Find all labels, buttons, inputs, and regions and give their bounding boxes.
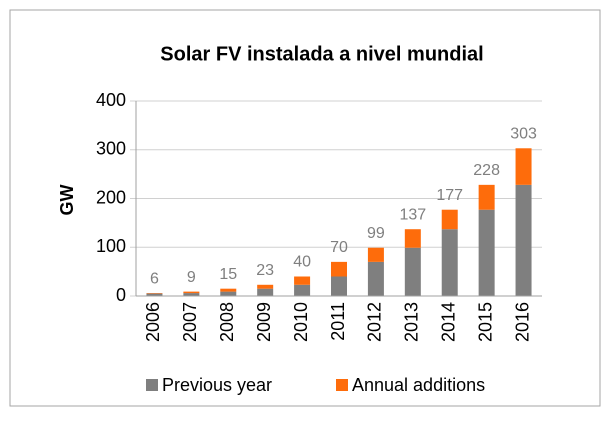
y-tick-label: 300: [96, 139, 126, 159]
bar-segment: [331, 276, 347, 296]
bar-segment: [183, 293, 200, 296]
total-label: 70: [330, 239, 348, 256]
y-axis-label: GW: [57, 184, 77, 215]
x-tick-label: 2015: [475, 302, 495, 342]
total-label: 9: [187, 269, 196, 286]
total-label: 137: [399, 206, 426, 223]
total-label: 40: [293, 254, 311, 271]
legend-swatch: [146, 379, 158, 391]
x-tick-label: 2009: [254, 302, 274, 342]
total-label: 99: [367, 225, 385, 242]
bar-segment: [404, 247, 421, 296]
total-label: 228: [473, 162, 500, 179]
total-label: 6: [150, 270, 159, 287]
total-label: 303: [510, 126, 537, 143]
bar-segment: [294, 276, 311, 285]
legend-swatch: [336, 379, 348, 391]
bar-segment: [478, 209, 495, 296]
x-tick-label: 2014: [438, 302, 458, 342]
x-tick-label: 2008: [217, 302, 237, 342]
bar-segment: [441, 209, 458, 230]
bar-segment: [367, 247, 384, 262]
total-label: 23: [256, 262, 274, 279]
legend-label: Previous year: [162, 375, 272, 395]
x-tick-label: 2016: [512, 302, 532, 342]
total-label: 15: [219, 266, 237, 283]
bar-segment: [367, 261, 384, 296]
bar-segment: [257, 284, 274, 289]
y-tick-label: 100: [96, 236, 126, 256]
x-tick-label: 2011: [328, 302, 348, 341]
x-tick-label: 2013: [402, 302, 422, 342]
x-tick-label: 2007: [180, 302, 200, 342]
bar-segment: [220, 291, 237, 296]
legend-label: Annual additions: [352, 375, 485, 395]
x-tick-label: 2010: [291, 302, 311, 342]
bar-segment: [146, 293, 163, 296]
bar-segment: [515, 148, 532, 185]
y-tick-label: 400: [96, 90, 126, 110]
total-label: 177: [436, 187, 463, 204]
y-tick-label: 200: [96, 187, 126, 207]
bar-segment: [515, 184, 532, 296]
y-tick-label: 0: [116, 285, 126, 305]
chart-frame: [9, 9, 601, 407]
bar-segment: [441, 229, 458, 296]
chart-title: Solar FV instalada a nivel mundial: [160, 43, 483, 65]
x-tick-label: 2006: [143, 302, 163, 342]
bar-segment: [478, 184, 495, 210]
bar-segment: [331, 261, 347, 277]
bar-segment: [294, 284, 311, 296]
bar-segment: [220, 288, 237, 292]
x-tick-label: 2012: [365, 302, 385, 342]
bar-segment: [404, 229, 421, 248]
bar-segment: [257, 288, 274, 296]
bar-segment: [183, 291, 200, 294]
